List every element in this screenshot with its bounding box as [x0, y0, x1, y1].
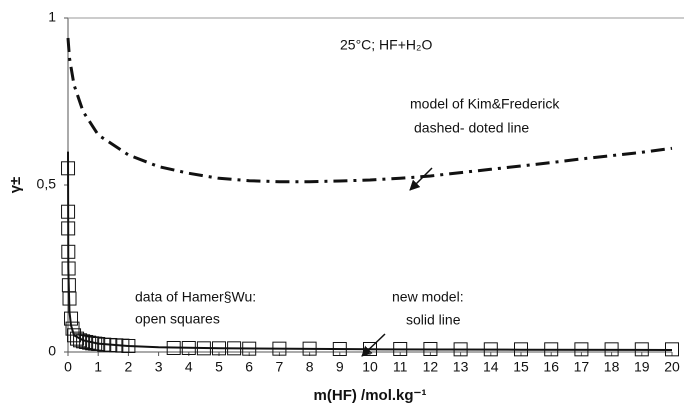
x-tick-label: 14 — [483, 359, 499, 375]
y-tick-label: 0 — [48, 343, 56, 359]
arrow — [409, 167, 433, 191]
annotation: new model: — [392, 289, 464, 305]
x-tick-label: 18 — [604, 359, 620, 375]
x-tick-label: 7 — [276, 359, 284, 375]
x-tick-label: 3 — [155, 359, 163, 375]
x-tick-label: 20 — [664, 359, 680, 375]
annotation: model of Kim&Frederick — [410, 96, 560, 112]
x-tick-label: 17 — [574, 359, 590, 375]
x-tick-label: 4 — [185, 359, 193, 375]
x-tick-label: 10 — [362, 359, 378, 375]
data-line — [66, 37, 673, 184]
annotation: data of Hamer§Wu: — [135, 289, 256, 305]
x-tick-label: 13 — [453, 359, 469, 375]
annotation: open squares — [135, 311, 220, 327]
y-tick-label: 0,5 — [37, 176, 57, 192]
x-tick-label: 5 — [215, 359, 223, 375]
annotation: solid line — [406, 312, 461, 328]
y-axis-title: γ± — [7, 177, 24, 194]
annotation: dashed- doted line — [414, 120, 529, 136]
x-tick-label: 11 — [393, 359, 408, 375]
x-axis-title: m(HF) /mol.kg⁻¹ — [314, 387, 427, 404]
x-tick-label: 19 — [634, 359, 650, 375]
x-tick-label: 9 — [336, 359, 344, 375]
data-line — [67, 151, 673, 351]
arrow — [361, 333, 386, 357]
x-tick-label: 1 — [94, 359, 102, 375]
x-tick-label: 12 — [423, 359, 439, 375]
y-tick-label: 1 — [48, 9, 56, 25]
chart-title: 25°C; HF+H₂O — [340, 37, 432, 53]
x-tick-label: 16 — [543, 359, 559, 375]
x-tick-label: 2 — [125, 359, 133, 375]
x-tick-label: 6 — [245, 359, 253, 375]
x-tick-label: 8 — [306, 359, 314, 375]
x-tick-label: 0 — [64, 359, 72, 375]
x-tick-label: 15 — [513, 359, 529, 375]
